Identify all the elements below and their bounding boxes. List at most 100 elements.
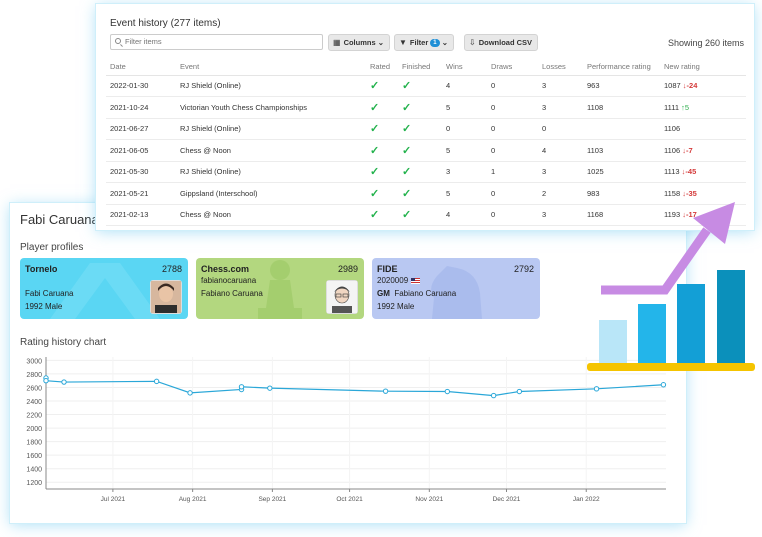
header-new-rating[interactable]: New rating	[660, 58, 746, 76]
table-header-row: Date Event Rated Finished Wins Draws Los…	[106, 58, 746, 76]
cell-wins: 4	[442, 204, 487, 226]
cell-new-rating: 1106 ↓-7	[660, 139, 746, 162]
cell-performance	[583, 118, 660, 140]
columns-icon: ▦	[333, 38, 341, 47]
profile-platform: FIDE	[377, 264, 398, 274]
cell-date: 2021-02-13	[106, 204, 176, 226]
header-wins[interactable]: Wins	[442, 58, 487, 76]
profile-fide[interactable]: FIDE 2792 2020009 GM Fabiano Caruana 199…	[372, 258, 540, 319]
cell-losses: 3	[538, 204, 583, 226]
series-line	[45, 377, 664, 397]
finished-check-icon: ✓	[398, 204, 442, 226]
event-history-title: Event history (277 items)	[110, 18, 221, 29]
download-icon: ⇩	[469, 38, 476, 47]
cell-draws: 1	[487, 161, 538, 183]
download-csv-button[interactable]: ⇩ Download CSV	[464, 34, 539, 51]
data-point	[593, 386, 600, 392]
showing-count: Showing 260 items	[667, 38, 744, 48]
tornelo-logo-icon	[50, 263, 160, 319]
table-row[interactable]: 2021-05-21 Gippsland (Interschool) ✓ ✓ 5…	[106, 182, 746, 205]
profile-chess-com[interactable]: Chess.com 2989 fabianocaruana Fabiano Ca…	[196, 258, 364, 319]
finished-check-icon: ✓	[398, 182, 442, 205]
y-tick-label: 1800	[26, 440, 42, 447]
cell-wins: 0	[442, 118, 487, 140]
header-rated[interactable]: Rated	[366, 58, 398, 76]
cell-event: Gippsland (Interschool)	[176, 182, 366, 205]
header-date[interactable]: Date	[106, 58, 176, 76]
x-tick-label: Aug 2021	[179, 496, 207, 503]
deco-bar-3	[677, 284, 705, 363]
finished-check-icon: ✓	[398, 161, 442, 183]
cell-performance: 963	[583, 75, 660, 97]
cell-event: RJ Shield (Online)	[176, 118, 366, 140]
cell-wins: 5	[442, 182, 487, 205]
table-row[interactable]: 2021-05-30 RJ Shield (Online) ✓ ✓ 3 1 3 …	[106, 161, 746, 183]
finished-check-icon: ✓	[398, 75, 442, 97]
y-tick-label: 2400	[26, 399, 42, 406]
fide-knight-logo-icon	[431, 266, 482, 319]
profile-info: 1992 Male	[25, 302, 63, 311]
table-row[interactable]: 2021-06-27 RJ Shield (Online) ✓ ✓ 0 0 0 …	[106, 118, 746, 140]
data-point	[267, 385, 273, 391]
profile-tornelo[interactable]: Tornelo 2788 Fabi Caruana 1992 Male	[20, 258, 188, 319]
profile-title: GM	[377, 289, 390, 298]
cell-event: Chess @ Noon	[176, 204, 366, 226]
cell-losses: 2	[538, 182, 583, 205]
cell-losses: 4	[538, 139, 583, 162]
cell-draws: 0	[487, 139, 538, 162]
cell-date: 2021-05-21	[106, 182, 176, 205]
rating-change: ↓-24	[682, 81, 698, 91]
rating-change: ↑5	[681, 102, 690, 112]
y-tick-label: 1200	[26, 480, 42, 487]
finished-check-icon: ✓	[398, 139, 442, 162]
cell-losses: 3	[538, 96, 583, 119]
event-table: Date Event Rated Finished Wins Draws Los…	[106, 58, 746, 226]
cell-date: 2021-06-27	[106, 118, 176, 140]
cell-draws: 0	[487, 75, 538, 97]
rating-change: ↓-7	[682, 145, 693, 155]
filter-field	[110, 34, 323, 50]
rated-check-icon: ✓	[366, 139, 398, 162]
header-losses[interactable]: Losses	[538, 58, 583, 76]
player-name: Fabi Caruana	[20, 212, 99, 227]
deco-arrow	[601, 227, 711, 295]
header-performance-rating[interactable]: Performance rating	[583, 58, 660, 76]
avatar	[150, 280, 182, 314]
cell-losses: 3	[538, 161, 583, 183]
table-row[interactable]: 2022-01-30 RJ Shield (Online) ✓ ✓ 4 0 3 …	[106, 75, 746, 97]
cell-new-rating: 1113 ↓-45	[660, 161, 746, 183]
x-tick-label: Dec 2021	[493, 496, 521, 503]
chevron-down-icon: ⌄	[377, 38, 385, 47]
cell-performance: 1168	[583, 204, 660, 226]
profile-platform: Chess.com	[201, 264, 250, 274]
profile-name: Fabiano Caruana	[201, 289, 263, 298]
rated-check-icon: ✓	[366, 161, 398, 183]
table-row[interactable]: 2021-06-05 Chess @ Noon ✓ ✓ 5 0 4 1103 1…	[106, 139, 746, 162]
cell-wins: 3	[442, 161, 487, 183]
header-draws[interactable]: Draws	[487, 58, 538, 76]
cell-new-rating: 1106	[660, 118, 746, 140]
y-tick-label: 2800	[26, 372, 42, 379]
header-finished[interactable]: Finished	[398, 58, 442, 76]
cell-event: Victorian Youth Chess Championships	[176, 96, 366, 119]
x-tick-label: Jan 2022	[573, 496, 600, 503]
x-tick-label: Nov 2021	[415, 496, 443, 503]
profile-platform: Tornelo	[25, 264, 58, 274]
rated-check-icon: ✓	[366, 75, 398, 97]
filter-input[interactable]	[125, 37, 315, 46]
profile-rating: 2792	[513, 264, 534, 274]
filter-button[interactable]: ▼ Filter 1 ⌄	[394, 34, 454, 51]
x-tick-label: Oct 2021	[336, 496, 363, 503]
data-point	[660, 382, 667, 388]
data-point	[43, 377, 49, 384]
search-icon	[115, 38, 121, 44]
cell-wins: 4	[442, 75, 487, 97]
table-row[interactable]: 2021-10-24 Victorian Youth Chess Champio…	[106, 96, 746, 119]
cell-draws: 0	[487, 96, 538, 119]
header-event[interactable]: Event	[176, 58, 366, 76]
deco-arrowhead	[693, 202, 735, 244]
columns-button[interactable]: ▦ Columns ⌄	[328, 34, 391, 51]
y-tick-label: 2600	[26, 385, 42, 392]
x-tick-label: Jul 2021	[101, 496, 126, 503]
